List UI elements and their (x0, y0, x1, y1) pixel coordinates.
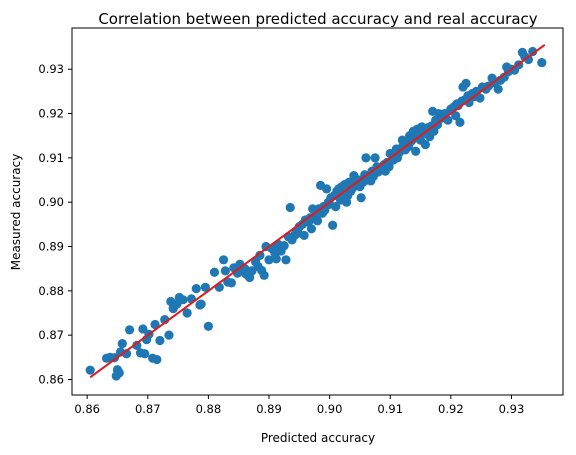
data-point (152, 354, 162, 365)
y-tick-label: 0.91 (38, 151, 64, 165)
data-point (124, 325, 135, 335)
data-point (220, 266, 230, 276)
y-axis-label: Measured accuracy (9, 154, 23, 271)
data-point (182, 308, 192, 318)
plot-area (85, 44, 547, 381)
chart-title: Correlation between predicted accuracy a… (98, 10, 537, 28)
x-tick-label: 0.86 (74, 402, 100, 416)
x-tick-label: 0.93 (499, 402, 525, 416)
data-point (271, 254, 281, 264)
data-point (306, 224, 317, 234)
y-tick-label: 0.88 (38, 284, 64, 298)
data-point (299, 230, 309, 241)
x-tick-label: 0.89 (256, 402, 282, 416)
data-point (196, 299, 206, 309)
y-tick-label: 0.93 (38, 62, 64, 76)
data-point (164, 330, 174, 340)
data-point (132, 340, 142, 350)
data-point (331, 202, 341, 212)
data-point (451, 111, 461, 121)
data-point (155, 335, 165, 346)
fit-line (89, 44, 546, 379)
data-point (523, 54, 534, 65)
data-point (328, 220, 338, 230)
data-point (455, 117, 465, 128)
data-point (226, 278, 237, 288)
x-axis: 0.86 0.87 0.88 0.89 0.90 0.91 0.92 0.93 (74, 395, 524, 416)
y-tick-label: 0.86 (38, 372, 64, 386)
data-point (259, 270, 269, 280)
y-tick-label: 0.87 (38, 328, 64, 342)
data-point (475, 93, 485, 103)
y-tick-label: 0.89 (38, 240, 64, 254)
x-tick-label: 0.91 (377, 402, 403, 416)
data-point (384, 162, 394, 172)
data-point (281, 255, 291, 265)
data-point (461, 78, 471, 88)
data-point (255, 250, 265, 260)
data-point (140, 349, 150, 359)
data-point (200, 282, 210, 292)
data-point (264, 255, 274, 265)
data-point (191, 284, 201, 294)
x-axis-label: Predicted accuracy (261, 431, 375, 445)
data-point (312, 216, 323, 226)
data-point (411, 146, 421, 156)
x-tick-label: 0.87 (135, 402, 161, 416)
data-point (285, 202, 295, 213)
data-point (537, 57, 547, 68)
data-point (493, 84, 503, 94)
plot-frame (71, 27, 564, 396)
y-axis: 0.86 0.87 0.88 0.89 0.90 0.91 0.92 0.93 (38, 62, 72, 386)
data-point (321, 184, 332, 194)
y-tick-label: 0.92 (38, 107, 64, 121)
data-point (356, 193, 366, 203)
data-point (203, 321, 213, 331)
data-point (114, 368, 124, 378)
data-point (361, 153, 371, 163)
data-point (150, 319, 160, 330)
data-point (138, 324, 148, 334)
data-point (85, 365, 95, 375)
data-point (370, 153, 380, 163)
data-point (279, 241, 289, 251)
data-point (218, 255, 229, 265)
data-point (209, 267, 220, 277)
x-tick-label: 0.88 (196, 402, 222, 416)
y-tick-label: 0.90 (38, 195, 64, 209)
x-tick-label: 0.92 (438, 402, 464, 416)
data-point (420, 139, 430, 150)
x-tick-label: 0.90 (317, 402, 343, 416)
data-point (528, 46, 538, 57)
data-point (117, 338, 127, 349)
data-point (178, 295, 188, 305)
